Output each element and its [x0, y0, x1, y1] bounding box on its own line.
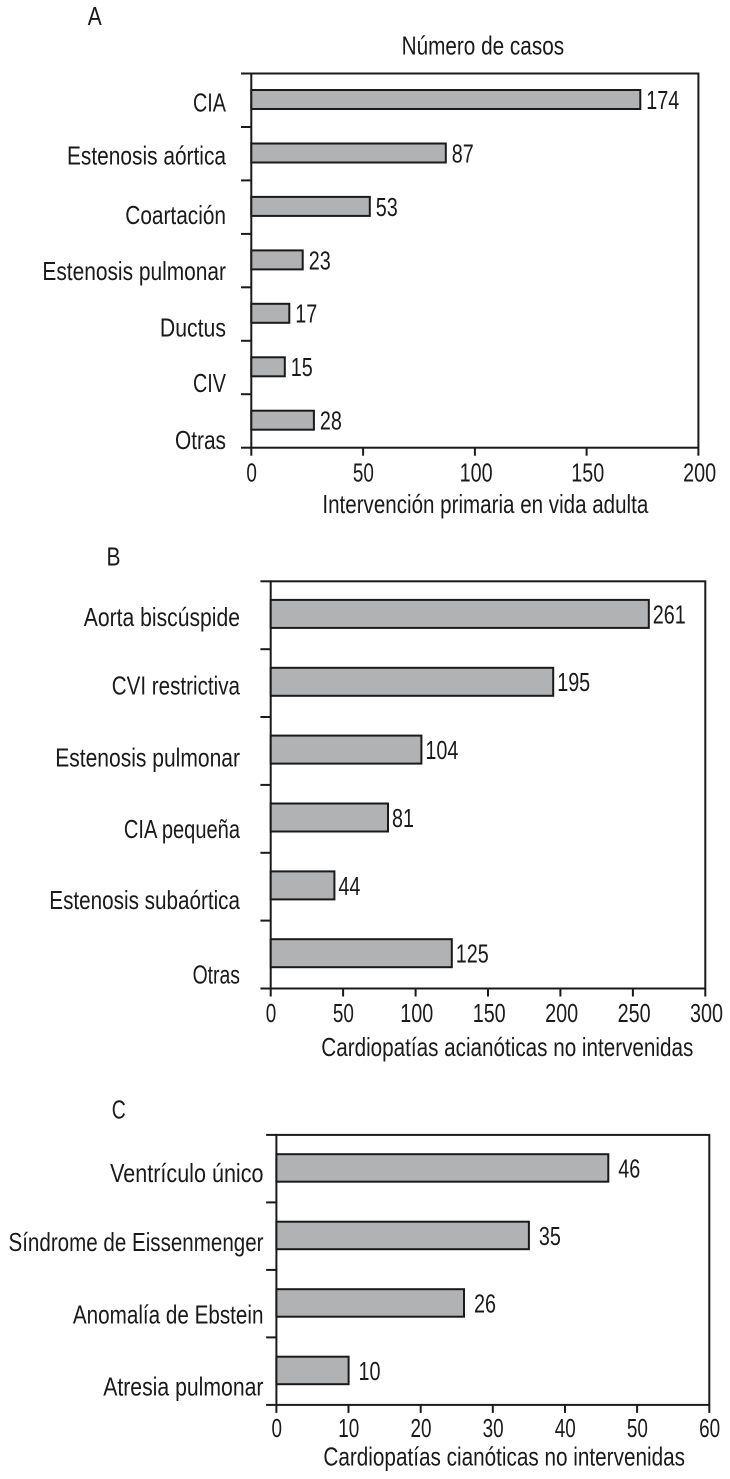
svg-text:300: 300: [690, 998, 723, 1028]
svg-text:Estenosis aórtica: Estenosis aórtica: [67, 141, 226, 171]
svg-text:50: 50: [627, 1413, 648, 1443]
svg-text:Coartación: Coartación: [125, 200, 226, 230]
svg-text:81: 81: [392, 803, 414, 833]
svg-text:Estenosis pulmonar: Estenosis pulmonar: [55, 743, 240, 773]
svg-text:Estenosis subaórtica: Estenosis subaórtica: [49, 885, 240, 915]
svg-text:100: 100: [400, 998, 433, 1028]
svg-text:0: 0: [266, 998, 277, 1028]
svg-text:26: 26: [474, 1288, 496, 1318]
svg-text:CIA: CIA: [193, 88, 226, 118]
svg-text:35: 35: [539, 1221, 561, 1251]
svg-text:Síndrome de Eissenmenger: Síndrome de Eissenmenger: [9, 1227, 264, 1257]
svg-text:250: 250: [618, 998, 651, 1028]
svg-text:0: 0: [246, 458, 257, 488]
svg-text:60: 60: [699, 1413, 720, 1443]
svg-text:Intervención primaria en vida: Intervención primaria en vida adulta: [322, 489, 648, 519]
svg-text:23: 23: [309, 245, 331, 275]
svg-text:40: 40: [555, 1413, 576, 1443]
svg-text:CIA pequeña: CIA pequeña: [124, 814, 241, 844]
svg-text:200: 200: [545, 998, 578, 1028]
svg-text:195: 195: [557, 667, 590, 697]
svg-text:104: 104: [425, 735, 458, 765]
svg-text:Ventrículo único: Ventrículo único: [110, 1158, 263, 1188]
svg-text:10: 10: [359, 1356, 381, 1386]
svg-text:Aorta biscúspide: Aorta biscúspide: [84, 602, 240, 632]
svg-text:Anomalía de Ebstein: Anomalía de Ebstein: [73, 1300, 264, 1330]
svg-text:17: 17: [295, 299, 317, 329]
svg-text:20: 20: [411, 1413, 432, 1443]
svg-text:53: 53: [376, 192, 398, 222]
svg-text:10: 10: [338, 1413, 359, 1443]
svg-text:50: 50: [353, 458, 374, 488]
svg-text:150: 150: [571, 458, 604, 488]
svg-text:Cardiopatías cianóticas no int: Cardiopatías cianóticas no intervenidas: [323, 1442, 685, 1472]
svg-text:30: 30: [483, 1413, 504, 1443]
svg-text:150: 150: [473, 998, 506, 1028]
svg-text:Número de casos: Número de casos: [402, 30, 564, 60]
svg-text:44: 44: [338, 871, 360, 901]
svg-text:A: A: [88, 1, 103, 31]
svg-text:Otras: Otras: [175, 425, 226, 455]
svg-text:Ductus: Ductus: [160, 312, 226, 342]
svg-text:46: 46: [618, 1153, 640, 1183]
svg-text:B: B: [107, 542, 121, 572]
svg-text:0: 0: [271, 1413, 282, 1443]
svg-text:100: 100: [460, 458, 493, 488]
svg-text:Otras: Otras: [193, 960, 240, 990]
svg-text:Atresia pulmonar: Atresia pulmonar: [103, 1371, 264, 1401]
svg-text:CVI restrictiva: CVI restrictiva: [112, 670, 241, 700]
svg-text:C: C: [112, 1094, 126, 1124]
svg-text:Cardiopatías acianóticas no in: Cardiopatías acianóticas no intervenidas: [321, 1032, 693, 1062]
svg-text:Estenosis pulmonar: Estenosis pulmonar: [42, 256, 226, 286]
svg-text:50: 50: [333, 998, 354, 1028]
svg-text:174: 174: [646, 85, 679, 115]
svg-text:CIV: CIV: [193, 368, 226, 398]
svg-text:87: 87: [452, 138, 474, 168]
svg-text:200: 200: [683, 458, 716, 488]
svg-text:125: 125: [456, 939, 489, 969]
svg-text:28: 28: [320, 406, 342, 436]
svg-text:261: 261: [653, 599, 686, 629]
svg-text:15: 15: [291, 352, 313, 382]
